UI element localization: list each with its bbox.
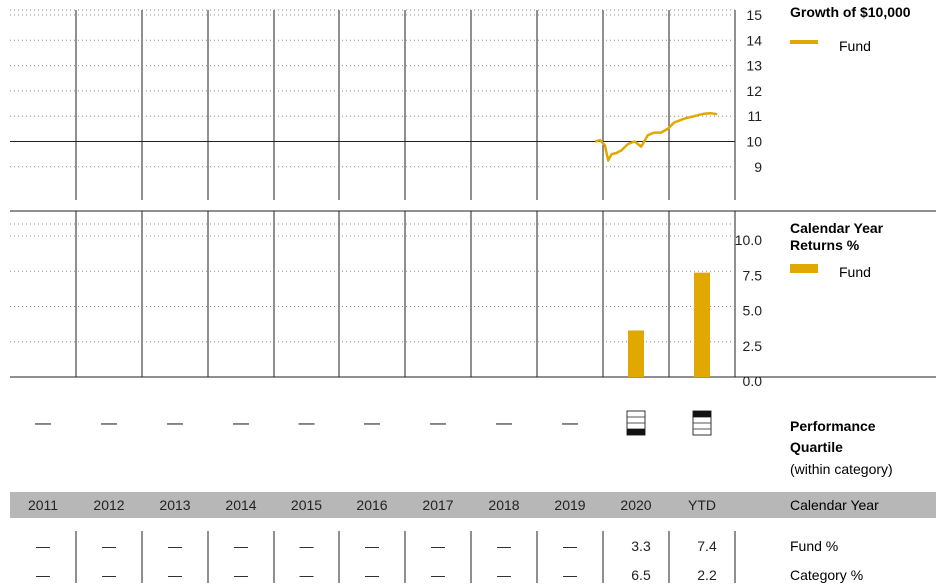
category-pct-value: —: [168, 567, 182, 583]
quartile-subtitle: (within category): [790, 461, 893, 477]
category-pct-value: —: [102, 567, 116, 583]
category-pct-value: 6.5: [631, 567, 651, 583]
calendar-year-label: 2014: [225, 497, 256, 513]
calendar-year-label: 2017: [422, 497, 453, 513]
fund-pct-value: —: [300, 538, 314, 554]
category-pct-value: —: [36, 567, 50, 583]
fund-pct-value: —: [102, 538, 116, 554]
calendar-year-label: 2011: [28, 497, 58, 513]
calendar-year-label: 2013: [159, 497, 190, 513]
category-pct-value: —: [300, 567, 314, 583]
quartile-dash: —: [364, 415, 380, 432]
calendar-year-label: 2020: [620, 497, 651, 513]
returns-title-line2: Returns %: [790, 237, 860, 253]
calendar-year-label: 2019: [554, 497, 585, 513]
returns-tick-label: 5.0: [743, 303, 763, 319]
growth-tick-label: 10: [746, 134, 762, 150]
growth-tick-label: 14: [746, 32, 762, 48]
category-pct-row-label: Category %: [790, 567, 863, 583]
fund-pct-value: 3.3: [631, 538, 651, 554]
category-pct-value: —: [234, 567, 248, 583]
growth-tick-label: 11: [747, 108, 762, 124]
returns-bar-fund: [628, 330, 644, 377]
quartile-dash: —: [101, 415, 117, 432]
category-pct-value: —: [497, 567, 511, 583]
fund-pct-value: —: [431, 538, 445, 554]
returns-tick-label: 10.0: [735, 232, 762, 248]
quartile-title-line2: Quartile: [790, 439, 843, 455]
growth-tick-label: 12: [746, 83, 762, 99]
growth-title: Growth of $10,000: [790, 4, 911, 20]
returns-tick-label: 0.0: [743, 373, 763, 389]
calendar-year-band: [10, 492, 936, 518]
quartile-dash: —: [430, 415, 446, 432]
quartile-dash: —: [562, 415, 578, 432]
quartile-dash: —: [167, 415, 183, 432]
calendar-year-band-label: Calendar Year: [790, 497, 879, 513]
category-pct-value: 2.2: [697, 567, 717, 583]
growth-fund-line: [594, 111, 718, 162]
calendar-year-label: 2015: [291, 497, 322, 513]
quartile-dash: —: [496, 415, 512, 432]
calendar-year-label: YTD: [688, 497, 716, 513]
fund-pct-value: —: [497, 538, 511, 554]
returns-title-line1: Calendar Year: [790, 220, 884, 236]
returns-legend-label: Fund: [839, 264, 871, 280]
fund-pct-value: 7.4: [697, 538, 717, 554]
growth-legend-label: Fund: [839, 38, 871, 54]
growth-tick-label: 13: [746, 58, 762, 74]
growth-tick-label: 9: [754, 159, 762, 175]
growth-legend-swatch: [790, 40, 818, 44]
calendar-year-label: 2016: [356, 497, 387, 513]
fund-pct-value: —: [234, 538, 248, 554]
fund-pct-value: —: [563, 538, 577, 554]
returns-bar-fund: [694, 272, 710, 377]
quartile-box-fill: [693, 411, 711, 417]
category-pct-value: —: [563, 567, 577, 583]
calendar-year-label: 2012: [93, 497, 124, 513]
quartile-dash: —: [299, 415, 315, 432]
quartile-dash: —: [35, 415, 51, 432]
growth-tick-label: 15: [746, 7, 762, 23]
category-pct-value: —: [365, 567, 379, 583]
fund-pct-value: —: [365, 538, 379, 554]
category-pct-value: —: [431, 567, 445, 583]
returns-tick-label: 2.5: [743, 338, 763, 354]
quartile-box-fill: [627, 429, 645, 435]
fund-pct-value: —: [36, 538, 50, 554]
calendar-year-label: 2018: [488, 497, 519, 513]
quartile-dash: —: [233, 415, 249, 432]
fund-pct-row-label: Fund %: [790, 538, 838, 554]
quartile-title-line1: Performance: [790, 418, 876, 434]
returns-tick-label: 7.5: [743, 267, 763, 283]
returns-legend-swatch: [790, 264, 818, 273]
fund-pct-value: —: [168, 538, 182, 554]
